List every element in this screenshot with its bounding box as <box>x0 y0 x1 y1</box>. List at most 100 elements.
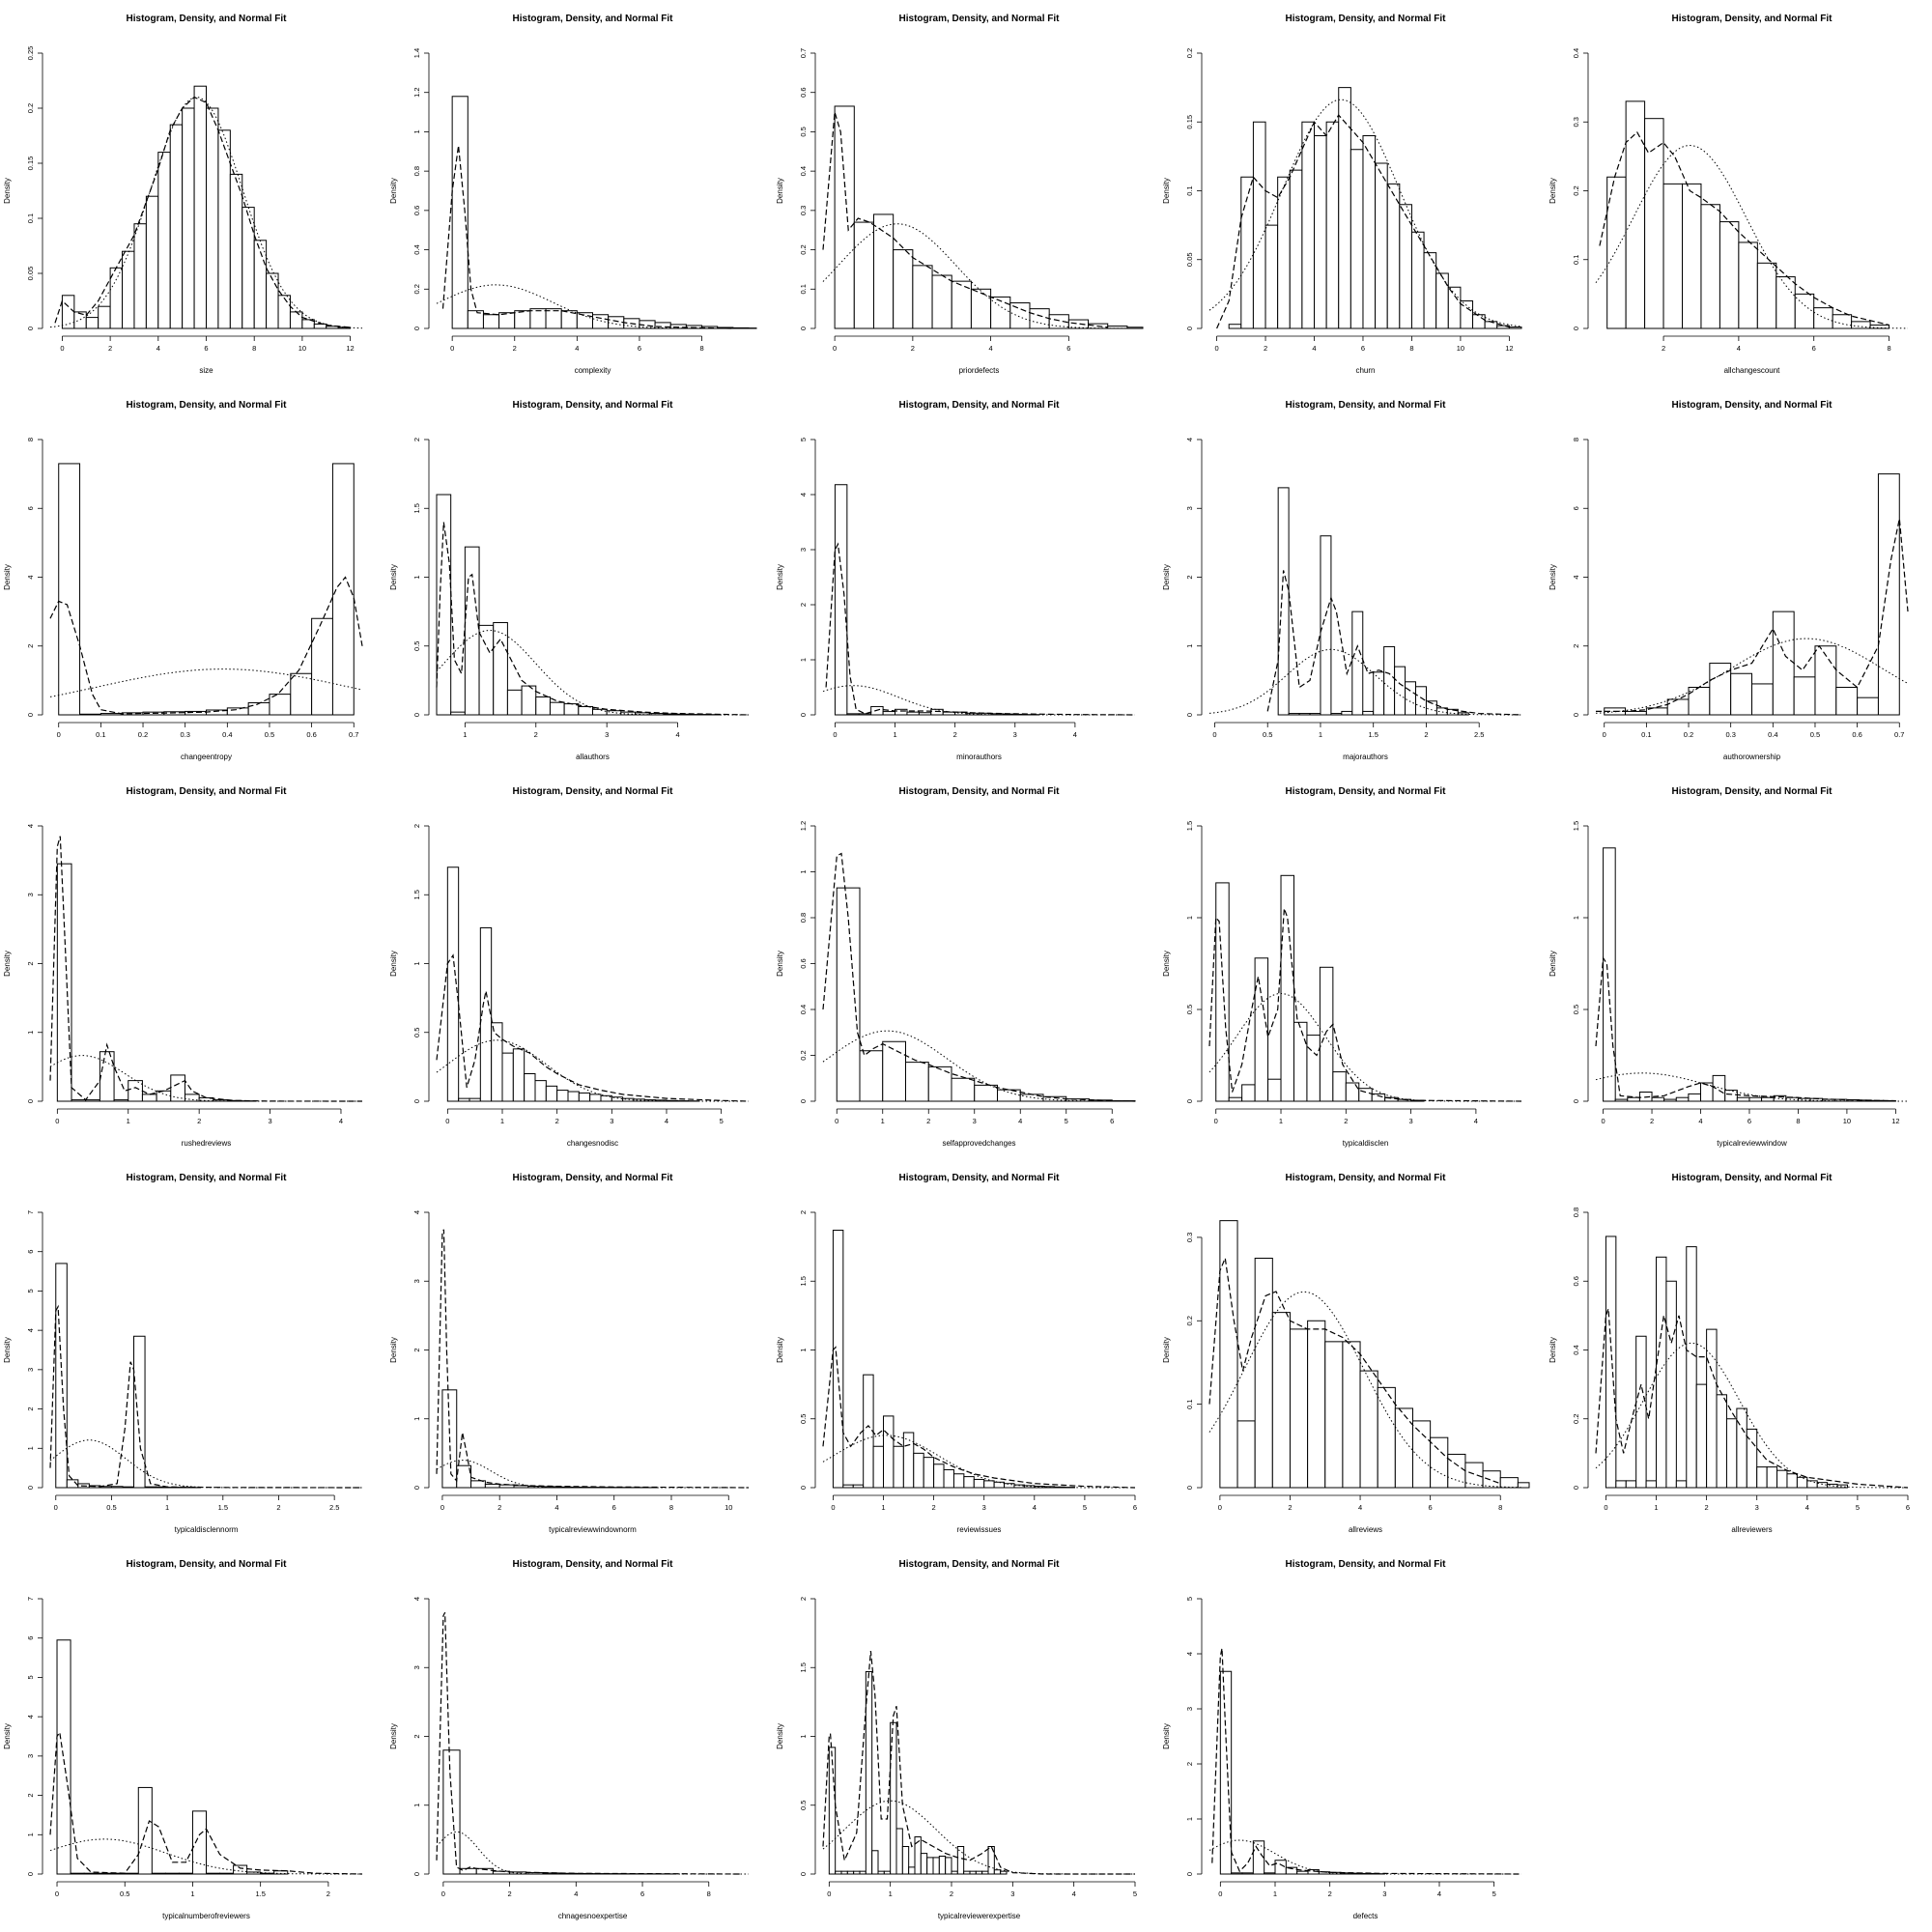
y-tick-label: 0.7 <box>799 48 808 58</box>
x-tick-label: 0 <box>1212 730 1216 739</box>
histogram-bars <box>1228 87 1522 329</box>
x-tick-label: 2 <box>932 1503 936 1512</box>
histogram-bar <box>883 1415 895 1489</box>
histogram-bars <box>442 1749 676 1875</box>
x-tick-label: 0 <box>833 730 837 739</box>
x-axis-label: typicalreviewerexpertise <box>938 1912 1021 1920</box>
histogram-bar <box>846 713 860 716</box>
histogram-bar <box>1009 302 1031 329</box>
histogram-bar <box>1252 1840 1265 1875</box>
histogram-bar <box>1350 149 1364 329</box>
y-tick-label: 1.5 <box>412 890 421 899</box>
histogram-bar <box>865 1671 873 1875</box>
y-axis-label: Density <box>776 564 784 590</box>
x-tick-label: 6 <box>1066 344 1070 353</box>
chart-title: Histogram, Density, and Normal Fit <box>513 1559 674 1570</box>
x-tick-label: 0.3 <box>180 730 189 739</box>
histogram-bar <box>951 1870 958 1875</box>
normal-fit-curve <box>822 1030 1135 1102</box>
histogram-bar <box>1761 1096 1775 1102</box>
x-tick-label: 6 <box>1812 344 1816 353</box>
histogram-bar <box>1288 713 1300 716</box>
histogram-bar <box>1241 1872 1254 1875</box>
y-tick-label: 0.6 <box>1572 1276 1580 1286</box>
histogram-bar <box>1706 1328 1718 1489</box>
y-tick-label: 1 <box>412 961 421 965</box>
y-tick-label: 0 <box>1572 1099 1580 1103</box>
y-tick-label: 0.2 <box>1185 48 1194 58</box>
histogram-bar <box>901 1846 910 1875</box>
histogram-bar <box>133 223 147 329</box>
x-tick-label: 2.5 <box>329 1503 339 1512</box>
x-tick-label: 8 <box>1796 1117 1800 1125</box>
histogram-bar <box>1215 882 1230 1102</box>
histogram-bar <box>567 1091 580 1102</box>
histogram-bars <box>1603 847 1896 1102</box>
histogram-bar <box>1219 1670 1233 1875</box>
histogram-bar <box>1285 1866 1298 1875</box>
histogram-bar <box>589 1094 602 1102</box>
x-tick-label: 0.5 <box>120 1889 129 1898</box>
x-tick-label: 3 <box>1010 1889 1014 1898</box>
normal-fit-curve <box>49 668 363 697</box>
y-tick-label: 1 <box>799 1348 808 1351</box>
y-tick-label: 0.5 <box>1185 1005 1194 1014</box>
histogram-bar <box>164 1872 180 1875</box>
histogram-panel-typicalreviewwindownorm: Histogram, Density, and Normal Fit 0 2 4 6 8 1… <box>389 1173 750 1534</box>
y-tick-label: 0 <box>1185 1486 1194 1490</box>
histogram-bar <box>1252 121 1266 329</box>
histogram-bar <box>498 312 516 329</box>
x-tick-label: 1 <box>463 730 467 739</box>
histogram-bar <box>451 96 469 329</box>
x-tick-label: 0 <box>450 344 454 353</box>
y-tick-label: 0 <box>26 713 35 717</box>
y-axis-label: Density <box>776 1337 784 1363</box>
y-tick-label: 1 <box>412 129 421 133</box>
y-tick-label: 1.4 <box>412 48 421 58</box>
density-curve <box>1596 518 1909 712</box>
x-tick-label: 4 <box>665 1117 668 1125</box>
x-tick-label: 5 <box>1065 1117 1068 1125</box>
histogram-bar <box>643 1099 657 1102</box>
histogram-bar <box>529 308 547 329</box>
histogram-bar <box>128 1080 143 1102</box>
histogram-bar <box>145 195 159 329</box>
histogram-bar <box>1430 1436 1449 1489</box>
x-tick-label: 4 <box>339 1117 343 1125</box>
y-tick-label: 5 <box>799 438 808 441</box>
x-tick-label: 0 <box>1601 1117 1605 1125</box>
histogram-bar <box>1306 1035 1321 1102</box>
x-tick-label: 1 <box>1273 1889 1277 1898</box>
y-tick-label: 0.4 <box>1572 48 1580 58</box>
x-tick-label: 3 <box>1755 1503 1759 1512</box>
x-tick-label: 8 <box>1498 1503 1502 1512</box>
y-tick-label: 2 <box>1185 1762 1194 1766</box>
histogram-bar <box>990 296 1011 329</box>
x-tick-label: 0 <box>1218 1503 1222 1512</box>
chart-title: Histogram, Density, and Normal Fit <box>899 14 1061 24</box>
histogram-bar <box>545 1085 558 1102</box>
y-tick-label: 1.5 <box>799 1662 808 1672</box>
x-tick-label: 0.5 <box>265 730 274 739</box>
x-tick-label: 2 <box>1288 1503 1292 1512</box>
x-tick-label: 2 <box>497 1503 501 1512</box>
y-axis-label: Density <box>389 564 398 590</box>
histogram-bar <box>1375 162 1388 329</box>
histogram-bar <box>99 1051 115 1102</box>
x-tick-label: 3 <box>268 1117 271 1125</box>
y-tick-label: 0 <box>799 713 808 717</box>
histogram-panel-allchangescount: Histogram, Density, and Normal Fit 2 4 6 8 al… <box>1548 14 1908 375</box>
y-tick-label: 0 <box>412 327 421 330</box>
x-tick-label: 6 <box>1133 1503 1137 1512</box>
histogram-bars <box>828 1671 1008 1875</box>
x-tick-label: 0.4 <box>222 730 232 739</box>
histogram-bar <box>1736 1407 1747 1489</box>
x-tick-label: 0 <box>441 1889 445 1898</box>
histogram-bar <box>206 107 219 329</box>
histogram-bar <box>534 1080 547 1102</box>
histogram-bar <box>124 1872 139 1875</box>
x-tick-label: 2 <box>1264 344 1267 353</box>
histogram-bar <box>908 1866 916 1875</box>
histogram-bar <box>1126 327 1144 329</box>
x-tick-label: 4 <box>1073 730 1077 739</box>
